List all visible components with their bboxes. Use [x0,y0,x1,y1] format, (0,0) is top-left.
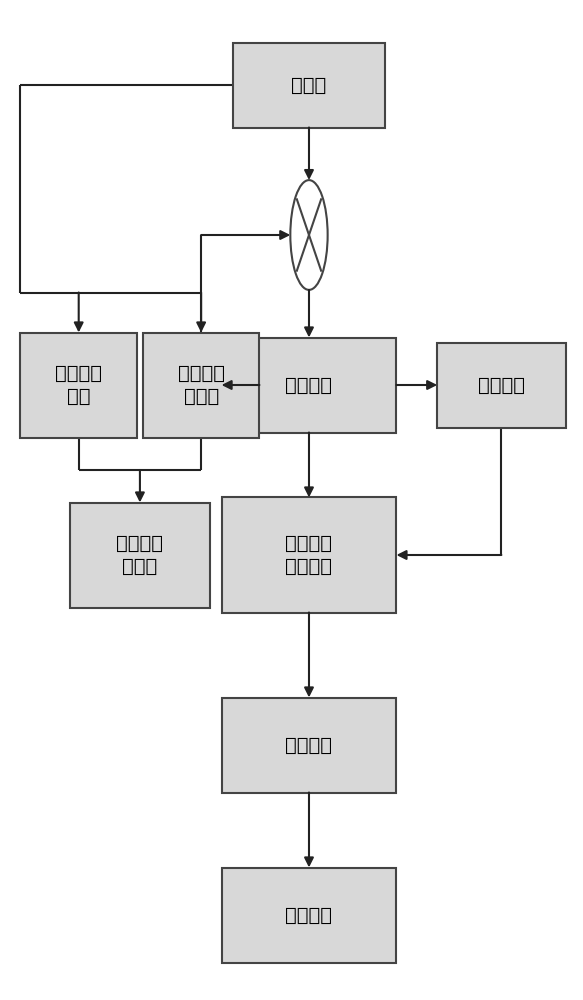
Text: 信号零均
值处理: 信号零均 值处理 [178,364,224,406]
Text: 信号强度
检测: 信号强度 检测 [55,364,102,406]
FancyBboxPatch shape [437,342,566,428]
Text: 尺度变化: 尺度变化 [286,375,332,394]
Text: 最优耦合
双稳系统: 最优耦合 双稳系统 [286,534,332,576]
FancyBboxPatch shape [233,42,385,127]
Text: 信号二值
化处理: 信号二值 化处理 [117,534,163,576]
FancyBboxPatch shape [143,332,259,438]
FancyBboxPatch shape [222,698,396,792]
Text: 尺度还原: 尺度还原 [286,736,332,754]
FancyBboxPatch shape [20,332,137,438]
Text: 信号输出: 信号输出 [286,906,332,924]
Text: 传感器: 传感器 [292,76,326,95]
FancyBboxPatch shape [222,497,396,612]
FancyBboxPatch shape [222,867,396,962]
FancyBboxPatch shape [70,502,210,607]
FancyBboxPatch shape [222,338,396,432]
Text: 参数调节: 参数调节 [478,375,525,394]
